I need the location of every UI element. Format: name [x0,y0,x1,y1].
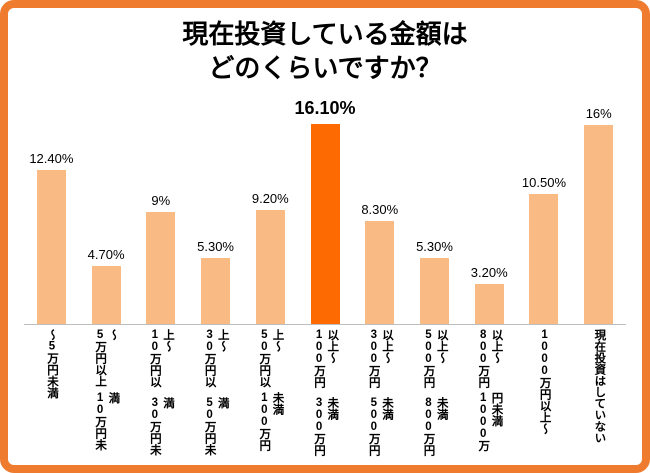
bar-category-label-line: 300万円未満 [313,396,339,456]
bar-group: 16% 現在投資は していない [571,90,626,457]
x-axis-line [24,323,626,325]
bar-category-label-line: 50万円以上～ [258,328,284,388]
bar-category-label: 現在投資は していない [592,329,605,457]
bar-group: 3.20% 800万円以上～ 1000万円未満 [462,90,517,457]
bar [420,257,449,324]
bar-category-label-line: 800万円以上～ [477,328,503,388]
bar-value-label: 4.70% [87,246,125,262]
bar-category-label: 300万円以上～ 500万円未満 [367,329,393,457]
bar-category-label-line: 30万円以上～ [203,328,229,388]
bar-category-label-line: 5万円以上～ [94,328,120,387]
bar [584,124,614,324]
bar-category-label-line: 500万円以上～ [422,328,448,388]
bar-category-label-line: 500万円未満 [367,396,393,456]
bar [146,211,176,324]
bar-category-label: 100万円以上～ 300万円未満 [312,329,338,457]
bar-plot-cell: 9.20% [252,90,289,324]
bar-value-label: 16% [585,105,612,121]
bar-value-label: 5.30% [197,238,234,254]
bar-plot-cell: 16.10% [295,90,356,324]
chart-title: 現在投資している金額は どのくらいですか？ [8,17,642,86]
bar-value-label: 3.20% [470,264,508,280]
bar-plot-cell: 12.40% [29,90,73,324]
bar-plot-cell: 9% [146,90,176,324]
bar-value-label: 8.30% [361,201,399,217]
bar-group: 5.30% 30万円以上～ 50万円未満 [188,90,243,457]
bar-category-label-line: 50万円未満 [203,397,229,456]
bar-category-label-line: 30万円未満 [148,397,175,456]
chart-title-line2: どのくらいですか？ [208,53,442,84]
bar-category-label: ～5万円未満 [45,329,58,457]
bar-highlighted [310,123,340,324]
bar-group: 12.40% ～5万円未満 [24,90,79,457]
bar-value-label: 10.50% [521,174,567,190]
bar-group: 4.70% 5万円以上～ 10万円未満 [79,90,134,457]
bar [365,220,395,324]
bar-category-label-line: 800万円未満 [422,396,448,456]
bar-category-label-line: 10万円以上～ [148,328,175,388]
bar-value-label: 9.20% [251,190,289,206]
bar-category-label: 800万円以上～ 1000万円未満 [476,329,502,457]
chart-title-line1: 現在投資している金額は [182,19,468,49]
bar-plot-cell: 3.20% [471,90,508,324]
bar-chart-plot-area: 12.40% ～5万円未満 4.70% 5万円以上～ 10万円未満 9% 10万円以上～ 30… [24,90,626,457]
bar-group: 9.20% 50万円以上～ 100万円未満 [243,90,298,457]
bar-value-label: 5.30% [416,238,453,254]
bar-plot-cell: 10.50% [522,90,566,324]
bar-category-label-line: 300万円以上～ [367,328,393,388]
bar-category-label: 30万円以上～ 50万円未満 [202,328,229,457]
bar-category-label-line: 1000万円以上～ [538,328,551,435]
bar-category-label: 1000万円以上～ [537,328,551,457]
bar-group: 9% 10万円以上～ 30万円未満 [133,90,188,457]
bar-plot-cell: 8.30% [361,90,398,324]
bar-plot-cell: 16% [584,90,614,324]
bar-value-label: 12.40% [29,150,74,166]
bar [474,283,504,324]
bar-category-label: 5万円以上～ 10万円未満 [93,329,119,457]
bar [91,265,121,324]
bar [529,193,559,324]
bar-category-label: 500万円以上～ 800万円未満 [421,328,448,457]
bar-group: 8.30% 300万円以上～ 500万円未満 [352,90,407,457]
bar-category-label-line: 1000万円未満 [477,392,503,452]
bar-plot-cell: 4.70% [88,90,125,324]
bar-category-label-line: 100万円以上～ [313,328,339,388]
bar-group: 10.50% 1000万円以上～ [517,90,572,457]
bar [255,209,285,324]
bar-group: 5.30% 500万円以上～ 800万円未満 [407,90,462,457]
bar-category-label: 50万円以上～ 100万円未満 [257,329,283,457]
bar [36,169,66,324]
bar-chart: 12.40% ～5万円未満 4.70% 5万円以上～ 10万円未満 9% 10万円以上～ 30… [24,90,626,457]
bar-plot-cell: 5.30% [416,90,453,324]
bar-category-label-line: していない [593,386,606,444]
bar-category-label-line: 10万円未満 [94,392,120,451]
bar-category-label-line: ～5万円未満 [45,328,58,399]
bar-category-label-line: 現在投資は [593,328,606,387]
bar-category-label-line: 100万円未満 [258,392,284,452]
bar-value-label: 9% [151,192,171,208]
bar-category-label: 10万円以上～ 30万円未満 [148,329,174,457]
bar-value-label: 16.10% [294,97,356,118]
bar [201,257,231,324]
bar-group: 16.10% 100万円以上～ 300万円未満 [295,90,356,457]
bar-plot-cell: 5.30% [197,90,234,324]
